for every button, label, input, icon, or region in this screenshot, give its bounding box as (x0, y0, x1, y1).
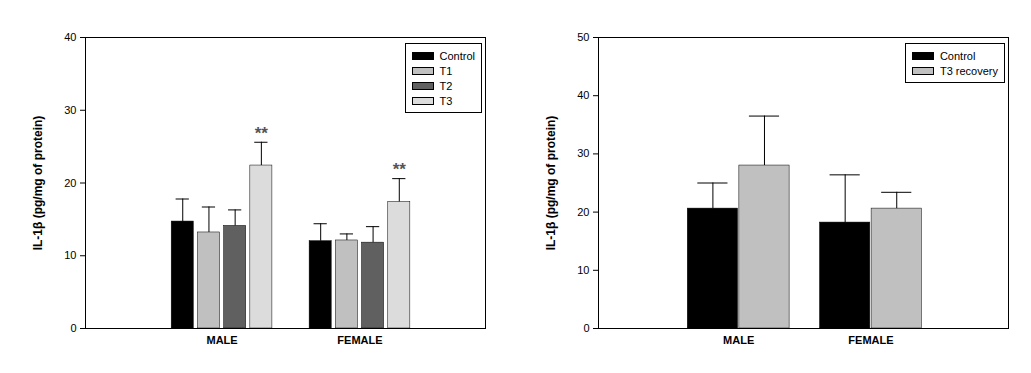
html-text:Control: Control (439, 49, 475, 62)
svg-text:**: ** (393, 160, 407, 179)
svg-text:0: 0 (70, 322, 76, 334)
svg-text:IL-1β (pg/mg of protein): IL-1β (pg/mg of protein) (544, 116, 558, 251)
html-text:T2: T2 (439, 79, 453, 92)
svg-text:MALE: MALE (206, 334, 237, 346)
svg-text:10: 10 (64, 249, 76, 261)
svg-text:20: 20 (64, 177, 76, 189)
svg-text:20: 20 (577, 206, 589, 218)
svg-text:IL-1β (pg/mg of protein): IL-1β (pg/mg of protein) (31, 116, 45, 251)
svg-text:FEMALE: FEMALE (848, 334, 893, 346)
svg-text:40: 40 (64, 31, 76, 43)
svg-text:30: 30 (577, 147, 589, 159)
svg-text:50: 50 (577, 31, 589, 43)
svg-text:30: 30 (64, 104, 76, 116)
html-text:Control: Control (939, 49, 976, 62)
html-text:T3: T3 (439, 94, 453, 107)
svg-text:MALE: MALE (723, 334, 754, 346)
svg-text:10: 10 (577, 264, 589, 276)
svg-text:**: ** (255, 124, 269, 143)
svg-text:40: 40 (577, 89, 589, 101)
svg-text:FEMALE: FEMALE (337, 334, 382, 346)
html-text:T1: T1 (439, 64, 453, 77)
html-text:T3 recovery: T3 recovery (939, 64, 998, 77)
svg-text:0: 0 (583, 322, 589, 334)
